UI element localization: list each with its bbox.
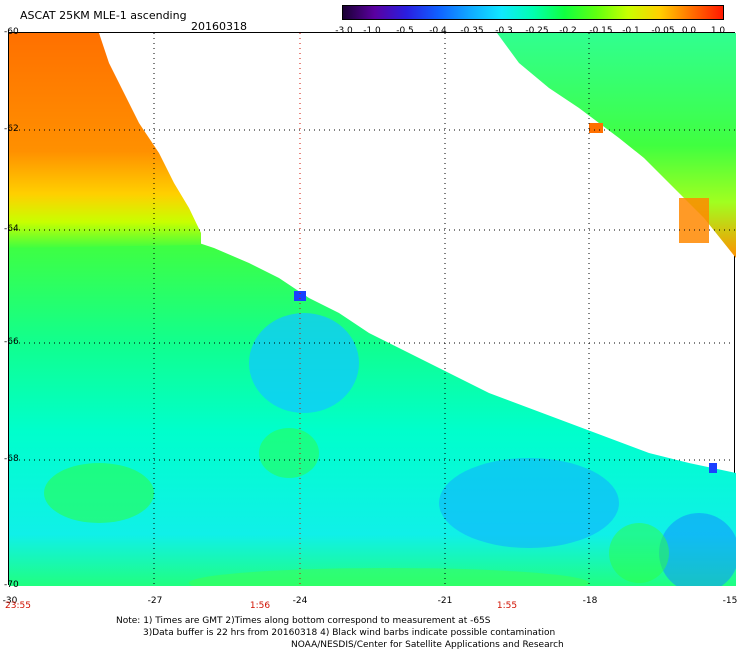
latitude-label: -60 [4,27,19,37]
latitude-label: -62 [4,124,19,134]
colorbar-label: -0.2 [559,26,577,36]
time-label: 1:55 [496,601,518,611]
colorbar-label: -0.25 [525,26,549,36]
longitude-label: -21 [437,596,453,606]
note-line-3: NOAA/NESDIS/Center for Satellite Applica… [291,640,564,650]
longitude-label: -15 [722,596,738,606]
colorbar-label: 1.0 [710,26,726,36]
colorbar-label: -0.05 [651,26,675,36]
map-plot-area [8,32,736,586]
data-field [9,33,736,586]
colorbar-label: 0.0 [681,26,697,36]
latitude-label: -64 [4,224,19,234]
note-line-2: 3)Data buffer is 22 hrs from 20160318 4)… [143,628,556,638]
colorbar-label: -0.3 [495,26,513,36]
time-label: 23:55 [5,601,31,611]
colorbar-label: -0.1 [622,26,640,36]
latitude-label: -70 [4,580,19,590]
colorbar [342,5,724,20]
latitude-label: -68 [4,454,19,464]
colorbar-label: -1.0 [363,26,381,36]
time-label: 1:56 [249,601,271,611]
longitude-label: -24 [292,596,308,606]
colorbar-label: -0.4 [429,26,447,36]
colorbar-label: -0.5 [396,26,414,36]
map-date: 20160318 [191,20,247,33]
colorbar-label: -0.15 [589,26,613,36]
map-title: ASCAT 25KM MLE-1 ascending [20,9,187,22]
longitude-label: -30 [2,596,18,606]
longitude-label: -27 [147,596,163,606]
latitude-label: -66 [4,337,19,347]
note-line-1: Note: 1) Times are GMT 2)Times along bot… [116,616,491,626]
longitude-label: -18 [582,596,598,606]
colorbar-label: -0.35 [460,26,484,36]
colorbar-label: -3.0 [335,26,353,36]
